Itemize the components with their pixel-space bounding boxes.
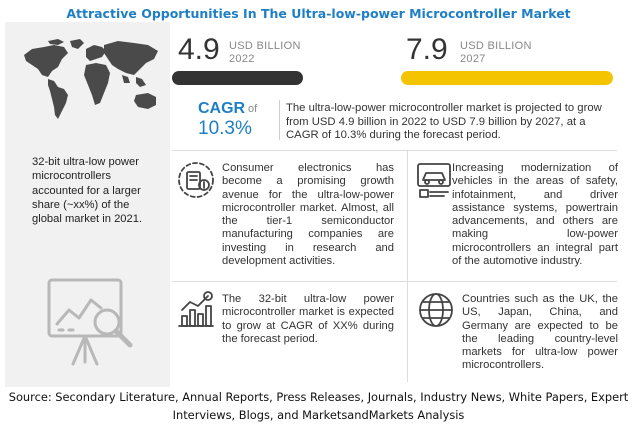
card-32bit-growth: The 32-bit ultra-low power microcontroll… [222,293,394,345]
cagr-label: CAGR [198,100,246,117]
stat-unit-2022: USD BILLION [229,40,301,52]
vehicle-modernization-icon [417,163,451,198]
globe-icon [419,293,453,327]
divider-lower [172,281,617,282]
stat-value-2027: 7.9 [406,33,448,66]
world-map-icon [24,39,158,119]
card-consumer-electronics: Consumer electronics has become a promis… [222,162,394,268]
consumer-electronics-icon [178,162,214,198]
value-bar-2022 [172,71,303,85]
left-panel-text: 32-bit ultra-low power microcontrollers … [32,156,143,226]
market-summary: The ultra-low-power microcontroller mark… [286,102,602,142]
cagr-of: of [248,103,258,115]
stat-year-2027: 2027 [460,53,486,65]
divider-middle [407,150,408,382]
stat-value-2022: 4.9 [178,33,220,66]
stat-year-2022: 2022 [229,53,255,65]
stat-unit-2027: USD BILLION [460,40,532,52]
growth-chart-dollar-icon [178,291,214,327]
card-country-markets: Countries such as the UK, the US, Japan,… [462,293,618,372]
cagr-divider [279,100,280,140]
page-title: Attractive Opportunities In The Ultra-lo… [66,6,571,21]
value-bar-2027 [401,71,613,85]
cagr-value: 10.3% [198,118,252,139]
source-note: Source: Secondary Literature, Annual Rep… [8,390,629,422]
left-panel: 32-bit ultra-low power microcontrollers … [5,22,170,387]
analytics-chart-magnifier-icon [47,278,133,366]
card-vehicle-modernization: Increasing modernization of vehicles in … [452,162,618,268]
divider-top [172,150,617,151]
